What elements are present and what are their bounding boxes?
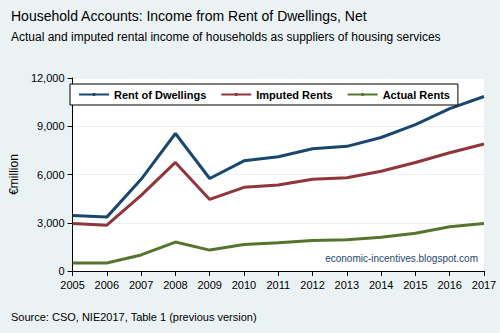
svg-text:0: 0 [58, 265, 64, 277]
svg-text:2006: 2006 [95, 279, 119, 291]
svg-text:2009: 2009 [197, 279, 221, 291]
svg-text:3,000: 3,000 [37, 217, 65, 229]
svg-text:2013: 2013 [335, 279, 359, 291]
svg-text:€million: €million [7, 154, 21, 195]
svg-text:2007: 2007 [129, 279, 153, 291]
svg-text:economic-incentives.blogspot.c: economic-incentives.blogspot.com [325, 253, 478, 264]
svg-text:Household Accounts: Income fro: Household Accounts: Income from Rent of … [11, 8, 367, 24]
svg-text:6,000: 6,000 [37, 169, 65, 181]
svg-text:Imputed Rents: Imputed Rents [256, 89, 332, 101]
svg-text:2011: 2011 [266, 279, 290, 291]
svg-text:2005: 2005 [60, 279, 84, 291]
svg-text:2016: 2016 [437, 279, 461, 291]
svg-text:2008: 2008 [163, 279, 187, 291]
svg-text:2015: 2015 [403, 279, 427, 291]
svg-text:12,000: 12,000 [31, 72, 65, 84]
svg-text:2012: 2012 [300, 279, 324, 291]
svg-text:Rent of Dwellings: Rent of Dwellings [114, 89, 206, 101]
svg-text:Source: CSO, NIE2017, Table 1: Source: CSO, NIE2017, Table 1 (previous … [11, 311, 257, 323]
svg-text:2010: 2010 [232, 279, 256, 291]
svg-text:9,000: 9,000 [37, 120, 65, 132]
svg-text:Actual and imputed rental inco: Actual and imputed rental income of hous… [11, 30, 441, 44]
svg-text:Actual Rents: Actual Rents [383, 89, 450, 101]
svg-text:2014: 2014 [369, 279, 393, 291]
svg-text:2017: 2017 [472, 279, 496, 291]
